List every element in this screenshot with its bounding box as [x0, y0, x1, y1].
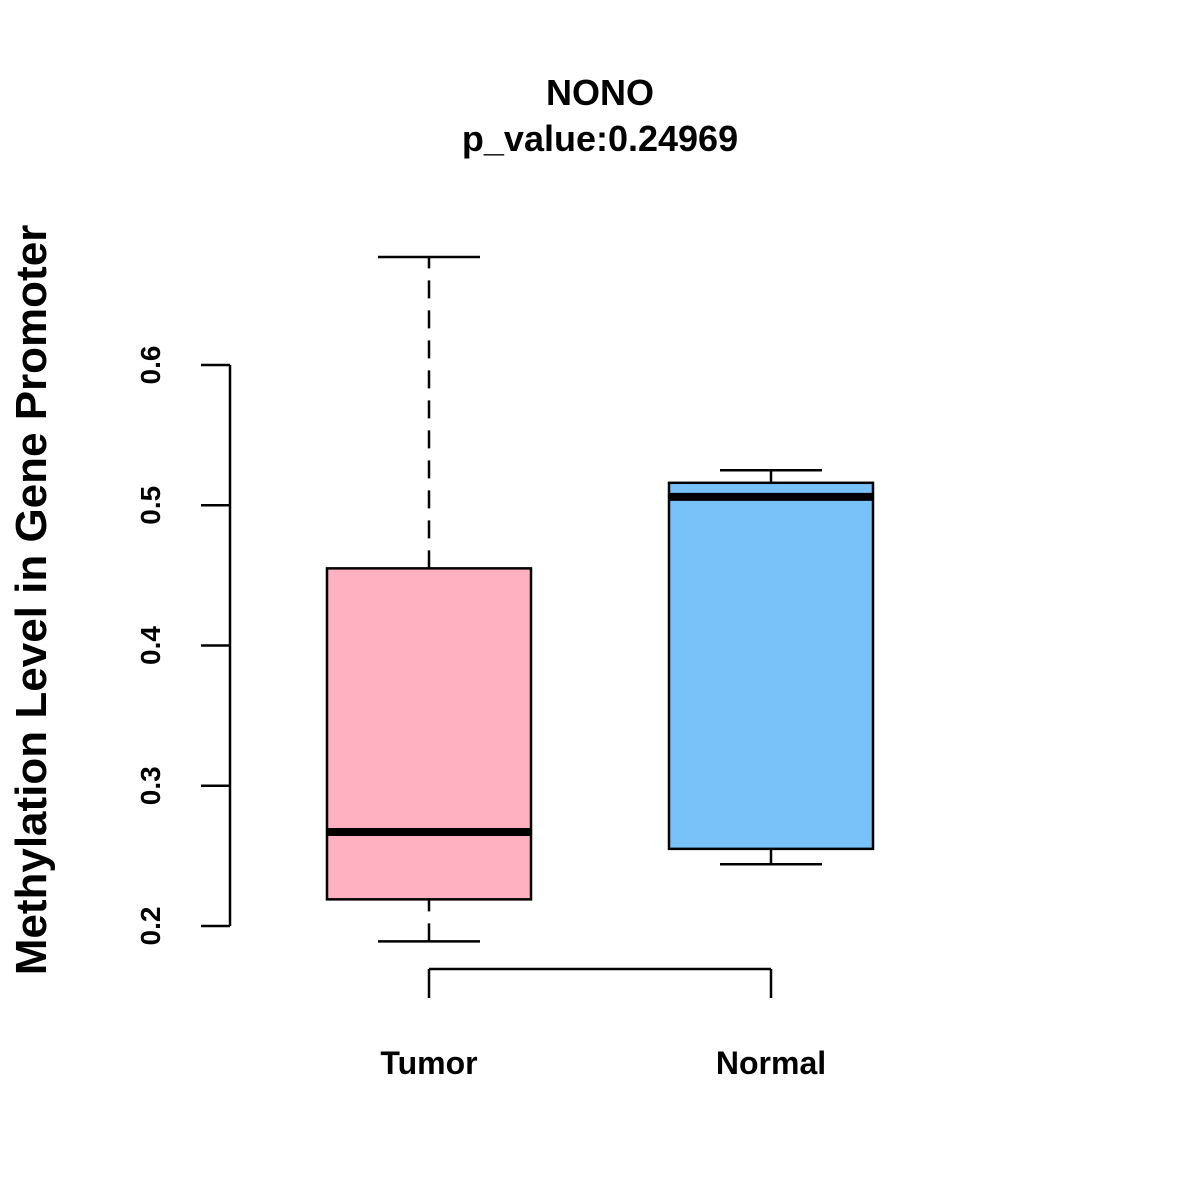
- y-tick-label-1: 0.3: [135, 766, 166, 805]
- y-tick-label-4: 0.6: [135, 346, 166, 385]
- y-tick-label-2: 0.4: [135, 626, 166, 665]
- chart-title: NONO: [546, 72, 654, 113]
- y-tick-label-0: 0.2: [135, 907, 166, 946]
- x-label-tumor: Tumor: [380, 1045, 477, 1081]
- y-axis: 0.2 0.3 0.4 0.5 0.6: [135, 346, 232, 946]
- box-iqr: [667, 481, 875, 851]
- chart-subtitle: p_value:0.24969: [462, 118, 738, 159]
- y-axis-label: Methylation Level in Gene Promoter: [7, 225, 56, 976]
- box-tumor: [325, 255, 533, 943]
- box-iqr: [325, 567, 533, 901]
- box-normal: [667, 468, 875, 866]
- boxes-group: [325, 255, 875, 943]
- comparison-bracket: [427, 967, 773, 998]
- x-axis-labels: Tumor Normal: [380, 1045, 826, 1081]
- x-label-normal: Normal: [716, 1045, 826, 1081]
- y-tick-label-3: 0.5: [135, 486, 166, 525]
